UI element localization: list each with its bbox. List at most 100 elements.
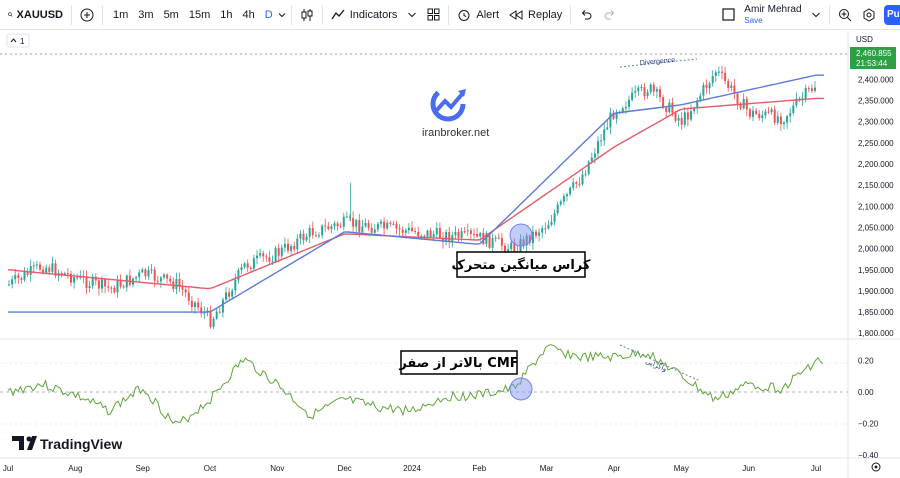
candle xyxy=(572,177,575,191)
time-axis-label: Dec xyxy=(338,464,352,473)
redo-button[interactable] xyxy=(598,0,717,30)
candle xyxy=(104,277,107,294)
candle xyxy=(70,270,72,287)
candle xyxy=(429,227,432,239)
symbol-search[interactable]: XAUUSD xyxy=(0,0,68,30)
candle xyxy=(311,221,314,239)
timeframe-5m[interactable]: 5m xyxy=(163,8,179,21)
candle xyxy=(215,308,218,320)
candle xyxy=(814,80,816,93)
price-axis-label: 2,150.000 xyxy=(858,181,894,190)
candle xyxy=(246,259,249,273)
candle xyxy=(714,70,717,83)
chart-background xyxy=(0,31,848,478)
tradingview-logo-dot xyxy=(26,436,32,442)
candle xyxy=(448,226,451,248)
candle xyxy=(26,268,29,277)
chart-area[interactable]: 1 iranbroker.net Divergence واگرایی کراس… xyxy=(0,31,900,478)
timeframe-group: 1m 3m 5m 15m 1h 4h D xyxy=(106,0,288,30)
candle xyxy=(497,233,500,240)
indicators-button[interactable]: Indicators xyxy=(326,0,403,30)
alert-button[interactable]: Alert xyxy=(452,0,504,30)
timeframe-4h[interactable]: 4h xyxy=(242,8,255,21)
replay-button[interactable]: Replay xyxy=(504,0,567,30)
candle xyxy=(200,301,203,318)
candle xyxy=(91,273,94,290)
price-axis-label: 2,300.000 xyxy=(858,118,894,127)
candle xyxy=(221,297,224,318)
candle xyxy=(119,274,122,289)
candle xyxy=(237,267,240,284)
candle xyxy=(609,107,612,135)
candle xyxy=(733,78,736,100)
watermark-arrowhead-icon xyxy=(458,89,466,97)
timeframe-15m[interactable]: 15m xyxy=(188,8,211,21)
candle xyxy=(128,269,131,287)
watermark-arrow-icon xyxy=(434,91,465,113)
candle xyxy=(107,280,110,293)
candle xyxy=(293,241,296,253)
candle xyxy=(147,266,150,280)
timeframe-1h[interactable]: 1h xyxy=(220,8,233,21)
indicator-templates-button[interactable] xyxy=(402,0,422,30)
tradingview-logo-text: TradingView xyxy=(40,436,122,452)
time-axis-settings[interactable] xyxy=(871,462,881,472)
toolbar-divider xyxy=(448,4,450,25)
timeframe-d[interactable]: D xyxy=(264,8,273,21)
candle xyxy=(324,218,327,233)
layout-button[interactable] xyxy=(422,0,445,30)
candle xyxy=(500,232,503,251)
candle xyxy=(265,254,268,263)
ma-cross-text: کراس میانگین متحرک xyxy=(452,257,591,273)
candle xyxy=(730,81,733,92)
timeframe-3m[interactable]: 3m xyxy=(138,8,154,21)
candle xyxy=(535,229,537,239)
candle xyxy=(773,105,776,125)
price-axis-label: 2,400.000 xyxy=(858,75,894,84)
candle xyxy=(190,296,193,313)
legend-toggle[interactable]: 1 xyxy=(6,33,30,48)
fast-moving-average-line xyxy=(8,74,824,313)
candle xyxy=(296,234,299,254)
candle xyxy=(54,259,57,279)
layout-menu-chevron[interactable] xyxy=(806,0,826,30)
candle xyxy=(231,288,234,300)
candle xyxy=(569,186,572,197)
chevron-down-icon[interactable] xyxy=(278,11,286,19)
candle xyxy=(398,224,401,236)
candle xyxy=(327,221,330,231)
candle xyxy=(156,275,159,285)
undo-button[interactable] xyxy=(574,0,598,30)
replay-icon xyxy=(509,9,523,20)
time-axis-label: Apr xyxy=(608,464,621,473)
candle xyxy=(702,82,705,101)
candle xyxy=(389,220,392,227)
compare-button[interactable] xyxy=(75,0,99,30)
user-layout-menu[interactable]: Amir Mehrad Save xyxy=(740,0,805,30)
toolbar-divider xyxy=(102,4,103,25)
search-icon xyxy=(8,12,13,17)
timeframe-1m[interactable]: 1m xyxy=(113,8,129,21)
price-axis-label: 1,950.000 xyxy=(858,266,894,275)
candle xyxy=(435,222,438,238)
cmf-above-zero-text: CMF بالاتر از صفر xyxy=(398,356,518,371)
chart-type-button[interactable] xyxy=(295,0,319,30)
candle xyxy=(686,107,689,127)
publish-button[interactable]: Pu xyxy=(884,5,900,25)
layout-save-checkbox[interactable] xyxy=(717,0,740,30)
candle xyxy=(197,297,200,311)
settings-button[interactable] xyxy=(857,0,881,30)
candle xyxy=(51,256,54,275)
candle xyxy=(655,86,658,99)
time-axis-label: Aug xyxy=(68,464,82,473)
quick-search-button[interactable] xyxy=(833,0,857,30)
candle xyxy=(277,243,280,263)
price-axis[interactable]: USD 2,460.855 21:53:44 xyxy=(850,35,896,69)
candle xyxy=(187,285,190,306)
candle xyxy=(752,105,754,122)
candle xyxy=(308,224,311,244)
candle xyxy=(597,136,599,158)
plus-circle-icon xyxy=(80,8,94,21)
top-toolbar: XAUUSD 1m 3m 5m 15m 1h 4h D Indicators A… xyxy=(0,0,900,30)
candle xyxy=(290,244,293,257)
